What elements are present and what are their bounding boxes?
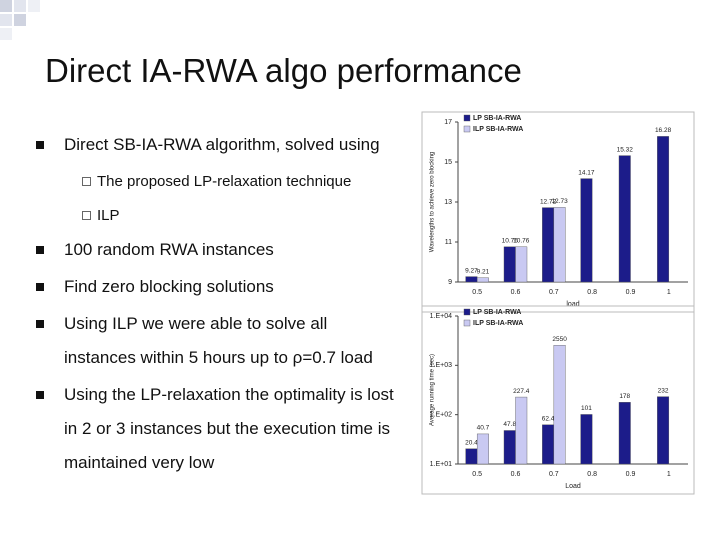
data-label: 12.72	[540, 198, 557, 205]
x-axis-label: load	[566, 301, 579, 308]
bar	[618, 402, 631, 465]
legend-label: LP SB-IA-RWA	[473, 115, 521, 122]
bar	[515, 396, 528, 465]
sub-bullet: The proposed LP-relaxation technique	[30, 165, 400, 199]
y-tick-label: 1.E+04	[430, 313, 452, 320]
x-tick-label: 0.8	[587, 471, 597, 478]
data-label: 178	[619, 393, 630, 400]
x-tick-label: 0.9	[626, 289, 636, 296]
bar	[553, 207, 566, 283]
x-tick-label: 0.9	[626, 471, 636, 478]
data-label: 62.4	[542, 415, 555, 422]
x-tick-label: 0.8	[587, 289, 597, 296]
bullet: Using ILP we were able to solve all inst…	[30, 307, 400, 375]
data-label: 10.76	[502, 238, 519, 245]
data-label: 101	[581, 405, 592, 412]
bar	[503, 246, 516, 283]
bar	[476, 433, 489, 465]
y-axis-label: Wavelengths to achieve zero blocking	[430, 152, 436, 253]
data-label: 20.4	[465, 439, 478, 446]
bullet: Direct SB-IA-RWA algorithm, solved using	[30, 128, 400, 162]
data-label: 12.73	[551, 198, 568, 205]
y-tick-label: 1.E+01	[430, 461, 452, 468]
legend-swatch	[463, 319, 471, 327]
data-label: 2550	[552, 336, 567, 343]
x-tick-label: 1	[667, 289, 671, 296]
x-tick-label: 0.6	[511, 471, 521, 478]
legend-label: ILP SB-IA-RWA	[473, 320, 523, 327]
x-tick-label: 1	[667, 471, 671, 478]
bar	[580, 414, 593, 465]
data-label: 10.76	[513, 238, 530, 245]
bullet: Find zero blocking solutions	[30, 270, 400, 304]
data-label: 40.7	[477, 425, 490, 432]
bar	[553, 345, 566, 465]
bar	[465, 276, 478, 283]
data-label: 9.21	[477, 269, 490, 276]
data-label: 15.32	[617, 146, 634, 153]
data-label: 47.8	[503, 421, 516, 428]
bar	[580, 178, 593, 283]
y-tick-label: 17	[444, 119, 452, 126]
bar	[542, 424, 555, 465]
legend-swatch	[463, 125, 471, 133]
legend-label: LP SB-IA-RWA	[473, 309, 521, 316]
bullet: Using the LP-relaxation the optimality i…	[30, 378, 400, 480]
chart-frame	[421, 305, 695, 495]
legend-swatch	[463, 114, 471, 122]
x-tick-label: 0.5	[472, 289, 482, 296]
bullet-list: Direct SB-IA-RWA algorithm, solved using…	[30, 128, 400, 483]
y-axis-label: Average running time (sec)	[430, 354, 436, 426]
legend-swatch	[463, 308, 471, 316]
x-tick-label: 0.7	[549, 289, 559, 296]
x-tick-label: 0.5	[472, 471, 482, 478]
slide-title: Direct IA-RWA algo performance	[45, 52, 522, 89]
bar	[515, 246, 528, 283]
y-tick-label: 9	[448, 279, 452, 286]
sub-bullet: ILP	[30, 199, 400, 233]
data-label: 232	[658, 387, 669, 394]
decoration	[0, 0, 40, 40]
y-tick-label: 1.E+02	[430, 412, 452, 419]
y-tick-label: 13	[444, 199, 452, 206]
y-tick-label: 11	[445, 239, 452, 246]
data-label: 9.27	[465, 267, 478, 274]
data-label: 14.17	[578, 169, 595, 176]
bar	[618, 155, 631, 283]
bar	[657, 396, 670, 465]
bar	[542, 207, 555, 283]
x-tick-label: 0.6	[511, 289, 521, 296]
x-axis-label: Load	[565, 483, 581, 490]
bar	[503, 430, 516, 465]
data-label: 227.4	[513, 388, 530, 395]
bar	[465, 448, 478, 465]
x-tick-label: 0.7	[549, 471, 559, 478]
bar	[657, 136, 670, 283]
bar	[476, 277, 489, 283]
legend-label: ILP SB-IA-RWA	[473, 126, 523, 133]
chart-frame	[421, 111, 695, 313]
y-tick-label: 15	[444, 159, 452, 166]
y-tick-label: 1.E+03	[430, 362, 452, 369]
data-label: 16.28	[655, 127, 672, 134]
bullet: 100 random RWA instances	[30, 233, 400, 267]
